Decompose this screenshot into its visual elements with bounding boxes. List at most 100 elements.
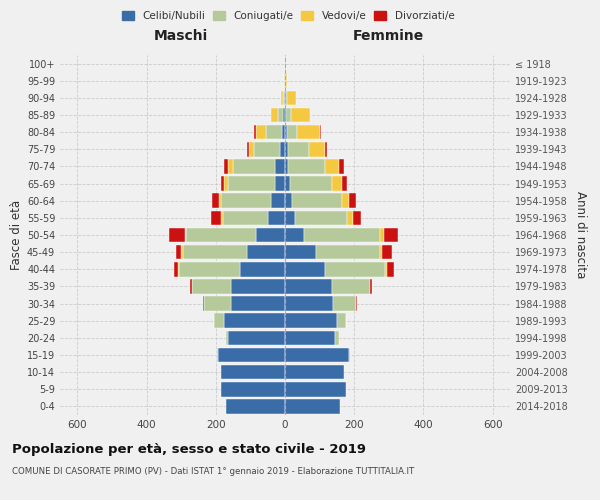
- Bar: [256, 125, 266, 140]
- Bar: [224, 314, 285, 328]
- Bar: [275, 159, 285, 174]
- Bar: [285, 159, 289, 174]
- Bar: [226, 330, 228, 345]
- Bar: [285, 399, 340, 413]
- Bar: [280, 142, 285, 156]
- Bar: [218, 348, 285, 362]
- Bar: [224, 159, 228, 174]
- Bar: [278, 108, 283, 122]
- Bar: [254, 142, 280, 156]
- Bar: [275, 176, 285, 191]
- Y-axis label: Anni di nascita: Anni di nascita: [574, 192, 587, 278]
- Bar: [285, 108, 286, 122]
- Bar: [221, 176, 224, 191]
- Bar: [285, 194, 292, 208]
- Bar: [185, 228, 187, 242]
- Bar: [285, 56, 286, 71]
- Bar: [190, 279, 191, 293]
- Bar: [289, 159, 325, 174]
- Bar: [232, 279, 285, 293]
- Text: Femmine: Femmine: [353, 29, 424, 43]
- Bar: [187, 228, 256, 242]
- Bar: [228, 176, 275, 191]
- Bar: [387, 262, 394, 276]
- Bar: [295, 210, 347, 225]
- Bar: [285, 365, 344, 380]
- Bar: [228, 330, 285, 345]
- Bar: [169, 228, 185, 242]
- Bar: [316, 245, 380, 260]
- Bar: [337, 314, 346, 328]
- Bar: [285, 314, 337, 328]
- Bar: [286, 90, 287, 105]
- Bar: [325, 142, 326, 156]
- Bar: [309, 142, 325, 156]
- Bar: [240, 262, 285, 276]
- Bar: [290, 176, 332, 191]
- Text: Popolazione per età, sesso e stato civile - 2019: Popolazione per età, sesso e stato civil…: [12, 442, 366, 456]
- Bar: [356, 296, 357, 311]
- Bar: [285, 348, 349, 362]
- Bar: [284, 90, 285, 105]
- Bar: [281, 125, 285, 140]
- Bar: [338, 159, 344, 174]
- Bar: [287, 90, 296, 105]
- Bar: [223, 210, 268, 225]
- Bar: [349, 194, 356, 208]
- Bar: [297, 125, 320, 140]
- Text: Maschi: Maschi: [154, 29, 208, 43]
- Bar: [226, 399, 285, 413]
- Bar: [233, 159, 275, 174]
- Bar: [353, 210, 361, 225]
- Bar: [347, 210, 353, 225]
- Bar: [285, 142, 289, 156]
- Bar: [271, 108, 278, 122]
- Text: COMUNE DI CASORATE PRIMO (PV) - Dati ISTAT 1° gennaio 2019 - Elaborazione TUTTIT: COMUNE DI CASORATE PRIMO (PV) - Dati IST…: [12, 468, 414, 476]
- Bar: [325, 159, 338, 174]
- Bar: [212, 194, 219, 208]
- Bar: [383, 228, 398, 242]
- Bar: [256, 228, 285, 242]
- Bar: [285, 210, 295, 225]
- Bar: [281, 90, 283, 105]
- Bar: [176, 245, 181, 260]
- Bar: [271, 194, 285, 208]
- Bar: [221, 194, 271, 208]
- Bar: [286, 108, 291, 122]
- Bar: [335, 330, 338, 345]
- Bar: [211, 210, 221, 225]
- Y-axis label: Fasce di età: Fasce di età: [10, 200, 23, 270]
- Bar: [174, 262, 178, 276]
- Bar: [191, 279, 232, 293]
- Bar: [285, 228, 304, 242]
- Bar: [285, 176, 290, 191]
- Bar: [183, 245, 247, 260]
- Bar: [304, 228, 380, 242]
- Bar: [285, 279, 332, 293]
- Bar: [232, 296, 285, 311]
- Bar: [266, 125, 281, 140]
- Bar: [178, 262, 179, 276]
- Bar: [334, 296, 356, 311]
- Bar: [285, 245, 316, 260]
- Bar: [285, 74, 286, 88]
- Bar: [217, 348, 218, 362]
- Bar: [325, 262, 385, 276]
- Bar: [224, 176, 228, 191]
- Bar: [292, 194, 342, 208]
- Bar: [179, 262, 240, 276]
- Bar: [283, 90, 284, 105]
- Bar: [221, 210, 223, 225]
- Bar: [342, 194, 349, 208]
- Bar: [289, 142, 309, 156]
- Bar: [254, 125, 256, 140]
- Bar: [382, 245, 392, 260]
- Bar: [247, 142, 248, 156]
- Bar: [380, 228, 383, 242]
- Bar: [286, 74, 287, 88]
- Bar: [219, 194, 221, 208]
- Bar: [285, 382, 346, 396]
- Bar: [320, 125, 322, 140]
- Bar: [248, 142, 254, 156]
- Bar: [385, 262, 387, 276]
